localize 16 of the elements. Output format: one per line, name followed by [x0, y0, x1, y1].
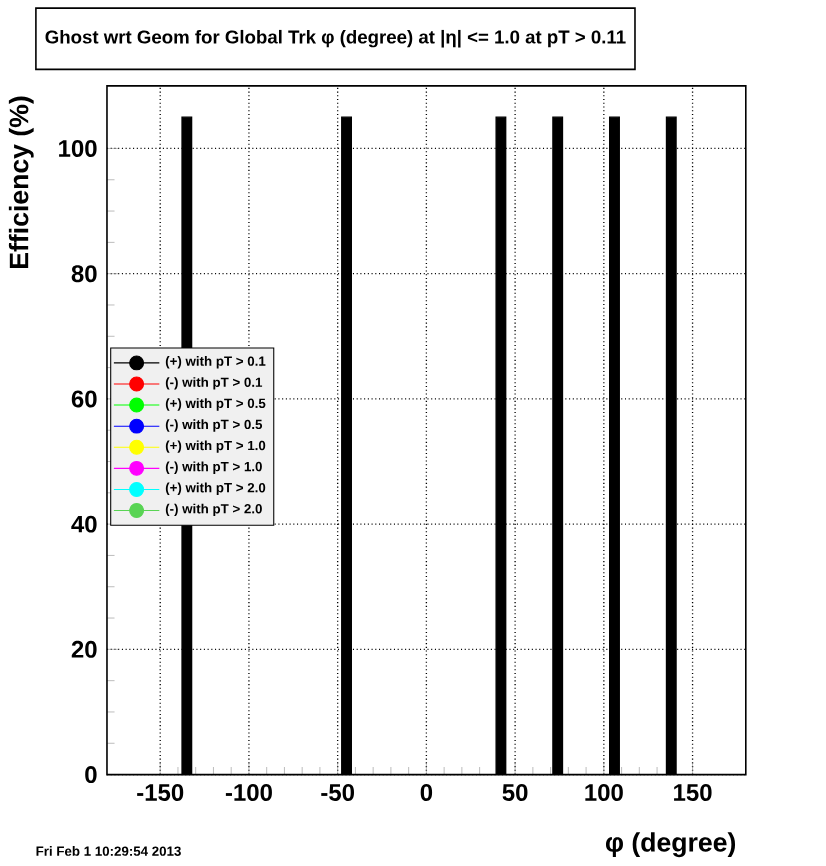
x-tick-label: 100 — [585, 783, 624, 801]
y-tick-label: 40 — [71, 515, 97, 533]
y-axis-title: Efficiency (%) — [9, 96, 34, 268]
x-axis-title: φ (degree) — [606, 832, 736, 858]
x-tick-label: 150 — [674, 783, 712, 801]
y-tick-label: 80 — [71, 265, 97, 283]
y-tick-label: 60 — [71, 390, 97, 408]
x-tick-label: -100 — [226, 783, 273, 801]
y-tick-label: 0 — [85, 766, 97, 784]
x-tick-label: -150 — [137, 783, 184, 801]
x-tick-label: -50 — [321, 783, 355, 801]
y-tick-label: 100 — [59, 139, 97, 157]
chart-title: Ghost wrt Geom for Global Trk φ (degree) at |η| <= 1.0 at pT > 0.11 — [45, 29, 626, 48]
x-tick-label: 0 — [420, 783, 433, 801]
x-tick-label: 50 — [502, 783, 528, 801]
y-tick-label: 20 — [71, 640, 97, 658]
